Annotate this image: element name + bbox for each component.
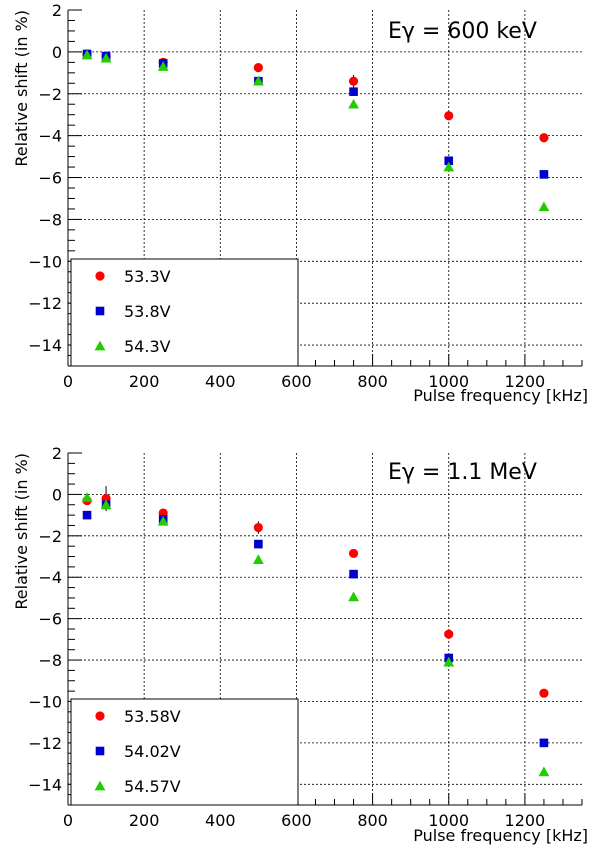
data-point — [349, 569, 358, 579]
x-tick-label: 1000 — [428, 811, 469, 830]
y-tick-label: −2 — [38, 85, 62, 104]
x-tick-label: 800 — [357, 811, 388, 830]
data-point — [82, 510, 92, 520]
legend: 53.3V 53.8V 54.3V — [70, 258, 299, 367]
y-axis-label: Relative shift (in %) — [12, 453, 31, 610]
y-tick-label: −4 — [38, 568, 62, 587]
legend: 53.58V 54.02V 54.57V — [70, 698, 299, 806]
data-point — [252, 554, 264, 564]
legend-marker — [94, 780, 106, 791]
x-tick-label: 0 — [63, 811, 73, 830]
energy-annotation: Eγ = 600 keV — [388, 19, 537, 44]
x-tick-label: 200 — [129, 811, 160, 830]
y-tick-label: −12 — [28, 734, 62, 753]
y-tick-label: −10 — [28, 252, 62, 271]
data-point — [157, 515, 169, 526]
legend-marker — [94, 340, 106, 351]
y-tick-label: 2 — [52, 444, 62, 463]
data-point — [348, 98, 359, 109]
legend-marker — [95, 306, 105, 316]
data-point — [539, 133, 549, 143]
y-tick-label: −2 — [38, 527, 62, 546]
x-tick-label: 400 — [205, 811, 236, 830]
legend-label: 54.57V — [124, 777, 181, 796]
data-point — [253, 62, 263, 73]
energy-annotation: Eγ = 1.1 MeV — [388, 460, 537, 485]
data-point — [100, 499, 112, 510]
x-tick-label: 800 — [357, 372, 388, 391]
legend-box — [70, 258, 299, 367]
chart-panel-1: 0 200 400 600 800 1000 1200 2 0 −2 −4 −6 −8 −10 −12 −14… — [12, 1, 588, 405]
data-point — [538, 201, 550, 212]
data-point — [81, 492, 93, 502]
legend-label: 54.02V — [124, 742, 181, 761]
data-point — [539, 170, 549, 179]
data-point — [157, 61, 169, 71]
y-tick-label: −12 — [28, 294, 62, 313]
series-3 — [81, 492, 550, 777]
legend-label: 53.8V — [124, 302, 171, 321]
y-tick-label: −14 — [28, 336, 62, 355]
legend-label: 53.3V — [124, 267, 171, 286]
data-point — [81, 49, 93, 60]
y-tick-label: −4 — [38, 127, 62, 146]
data-point — [348, 591, 359, 602]
y-tick-label: 0 — [52, 43, 62, 62]
x-tick-label: 600 — [281, 372, 312, 391]
x-tick-label: 0 — [63, 372, 73, 391]
data-point — [349, 87, 358, 96]
legend-box — [70, 698, 299, 806]
chart-panel-2: 0 200 400 600 800 1000 1200 2 0 −2 −4 −6 −8 −10 −12 −14… — [12, 444, 588, 845]
y-tick-label: −14 — [28, 775, 62, 794]
data-point — [444, 629, 454, 639]
y-axis-label: Relative shift (in %) — [12, 10, 31, 167]
data-point — [100, 52, 112, 63]
legend-marker — [95, 746, 105, 756]
y-tick-label: −8 — [38, 210, 62, 229]
legend-label: 54.3V — [124, 337, 171, 356]
data-point — [348, 76, 359, 86]
data-point — [539, 688, 549, 698]
y-tick-label: 2 — [52, 1, 62, 20]
x-tick-label: 200 — [129, 372, 160, 391]
legend-label: 53.58V — [124, 707, 181, 726]
y-tick-label: −8 — [38, 651, 62, 670]
x-tick-label: 1200 — [505, 372, 546, 391]
data-point — [252, 75, 264, 86]
x-tick-label: 1200 — [505, 811, 546, 830]
y-tick-label: −6 — [38, 169, 62, 188]
data-point — [443, 161, 455, 172]
legend-marker — [95, 271, 105, 281]
x-tick-label: 600 — [281, 811, 312, 830]
x-tick-label: 1000 — [428, 372, 469, 391]
x-tick-label: 400 — [205, 372, 236, 391]
y-tick-label: 0 — [52, 485, 62, 504]
y-tick-label: −6 — [38, 610, 62, 629]
data-point — [444, 156, 454, 166]
legend-marker — [95, 711, 105, 721]
data-point — [348, 548, 359, 559]
series-3 — [81, 49, 550, 212]
data-point — [444, 111, 454, 121]
data-point — [539, 738, 549, 748]
data-point — [253, 522, 263, 533]
data-point — [538, 766, 550, 777]
y-tick-label: −10 — [28, 692, 62, 711]
x-axis-label: Pulse frequency [kHz] — [413, 386, 588, 405]
x-axis-label: Pulse frequency [kHz] — [413, 826, 588, 845]
data-point — [254, 539, 263, 549]
data-point — [443, 656, 455, 667]
